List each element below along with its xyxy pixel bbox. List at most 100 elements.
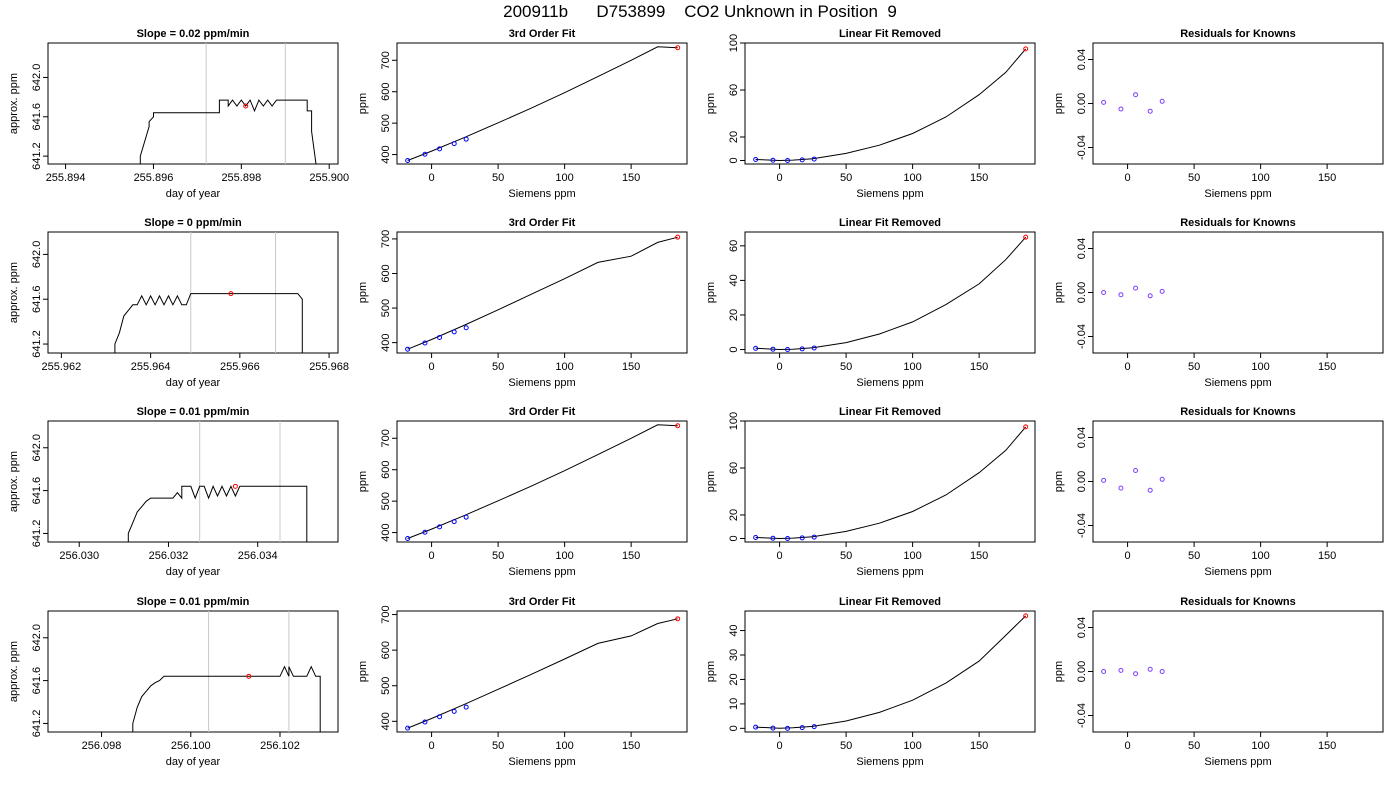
- x-tick-label: 255.966: [220, 361, 260, 373]
- panel-fit-row-1: 3rd Order Fit 0 50 100 150 400 500 600 700 Siemen…: [357, 217, 688, 389]
- y-tick-label: 400: [380, 145, 392, 163]
- x-tick-label: 150: [970, 172, 988, 184]
- y-tick-label: 0: [728, 535, 740, 541]
- known-standard-point: [770, 157, 776, 163]
- plot-area: [132, 611, 321, 732]
- y-tick-label: 641.6: [31, 103, 43, 131]
- y-tick-label: -0.04: [1076, 703, 1088, 728]
- x-tick-label: 150: [1318, 740, 1336, 752]
- y-tick-label: 641.6: [31, 667, 43, 695]
- fit-curve: [407, 236, 678, 350]
- y-tick-label: 700: [380, 605, 392, 623]
- plot-frame: [1092, 42, 1384, 165]
- x-tick-label: 50: [1188, 550, 1200, 562]
- x-tick-label: 50: [492, 740, 504, 752]
- x-tick-label: 255.896: [134, 172, 174, 184]
- known-standard-point: [785, 347, 791, 353]
- y-tick-label: 641.2: [31, 330, 43, 358]
- x-tick-label: 256.102: [260, 740, 300, 752]
- known-standard-point: [785, 725, 791, 731]
- x-tick-label: 0: [777, 550, 783, 562]
- y-tick-label: 0: [728, 725, 740, 731]
- plot-frame: [744, 420, 1036, 543]
- fit-curve: [755, 236, 1027, 351]
- panel-linear_removed-row-0: Linear Fit Removed 0 50 100 150 0 20 60 100 Sieme…: [705, 28, 1036, 200]
- concentration-trace: [127, 485, 308, 542]
- unknown-sample-point: [675, 423, 681, 429]
- x-tick-label: 50: [840, 740, 852, 752]
- residual-point: [1133, 671, 1139, 677]
- known-standard-point: [753, 157, 759, 163]
- x-tick-label: 0: [429, 740, 435, 752]
- known-standard-point: [799, 725, 805, 731]
- sample-mean-point: [228, 291, 234, 297]
- y-tick-label: 0.04: [1076, 427, 1088, 448]
- x-axis-label: Siemens ppm: [508, 566, 575, 578]
- plot-area: [753, 613, 1029, 731]
- y-tick-label: 641.2: [31, 142, 43, 170]
- x-tick-label: 100: [1251, 740, 1269, 752]
- residual-point: [1159, 288, 1165, 294]
- y-tick-label: 60: [728, 240, 740, 252]
- y-tick-label: 641.6: [31, 285, 43, 313]
- residual-point: [1118, 667, 1124, 673]
- x-tick-label: 150: [622, 740, 640, 752]
- known-standard-point: [437, 334, 443, 340]
- x-tick-label: 150: [970, 361, 988, 373]
- unknown-sample-point: [1023, 234, 1029, 240]
- unknown-sample-point: [1023, 46, 1029, 52]
- chart-title: 3rd Order Fit: [509, 406, 576, 418]
- known-standard-point: [463, 514, 469, 520]
- known-standard-point: [451, 708, 457, 714]
- known-standard-point: [437, 146, 443, 152]
- x-axis-label: day of year: [166, 566, 221, 578]
- known-standard-point: [753, 345, 759, 351]
- plot-area: [127, 421, 308, 542]
- x-tick-label: 50: [492, 361, 504, 373]
- y-axis-label: ppm: [1053, 471, 1065, 492]
- panel-linear_removed-row-1: Linear Fit Removed 0 50 100 150 0 20 40 60 Siemen…: [705, 217, 1036, 389]
- x-tick-label: 150: [622, 172, 640, 184]
- plot-frame: [396, 610, 688, 733]
- residual-point: [1159, 98, 1165, 104]
- fit-curve: [755, 615, 1027, 729]
- y-tick-label: 100: [728, 412, 740, 430]
- known-standard-point: [405, 158, 411, 164]
- chart-title: 3rd Order Fit: [509, 28, 576, 40]
- panel-timeseries-row-3: Slope = 0.01 ppm/min 256.098 256.100 256.10…: [8, 596, 339, 768]
- plot-area: [1101, 92, 1165, 114]
- residual-point: [1118, 106, 1124, 112]
- chart-title: Slope = 0.01 ppm/min: [137, 596, 250, 608]
- known-standard-point: [422, 340, 428, 346]
- x-axis-label: Siemens ppm: [1204, 756, 1271, 768]
- x-tick-label: 100: [903, 740, 921, 752]
- chart-title: Slope = 0 ppm/min: [144, 217, 242, 229]
- page-title: 200911b D753899 CO2 Unknown in Position …: [503, 2, 897, 21]
- y-tick-label: 0: [728, 346, 740, 352]
- panel-timeseries-row-1: Slope = 0 ppm/min 255.962 255.964 255.966 25…: [8, 217, 349, 389]
- x-tick-label: 100: [555, 740, 573, 752]
- y-tick-label: 500: [380, 299, 392, 317]
- x-tick-label: 100: [1251, 361, 1269, 373]
- x-tick-label: 255.900: [309, 172, 349, 184]
- y-tick-label: 600: [380, 264, 392, 282]
- known-standard-point: [463, 704, 469, 710]
- plot-frame: [1092, 420, 1384, 543]
- x-tick-label: 150: [1318, 361, 1336, 373]
- x-axis-label: day of year: [166, 377, 221, 389]
- plot-frame: [47, 420, 339, 543]
- plot-frame: [744, 610, 1036, 733]
- sample-mean-point: [243, 103, 249, 109]
- known-standard-point: [437, 524, 443, 530]
- x-tick-label: 0: [429, 550, 435, 562]
- x-tick-label: 150: [970, 740, 988, 752]
- x-axis-label: day of year: [166, 756, 221, 768]
- plot-area: [1101, 468, 1165, 493]
- plot-frame: [396, 231, 688, 354]
- residual-point: [1147, 293, 1153, 299]
- y-tick-label: 600: [380, 641, 392, 659]
- y-tick-label: 700: [380, 429, 392, 447]
- known-standard-point: [811, 156, 817, 162]
- residual-point: [1118, 292, 1124, 298]
- x-axis-label: Siemens ppm: [1204, 377, 1271, 389]
